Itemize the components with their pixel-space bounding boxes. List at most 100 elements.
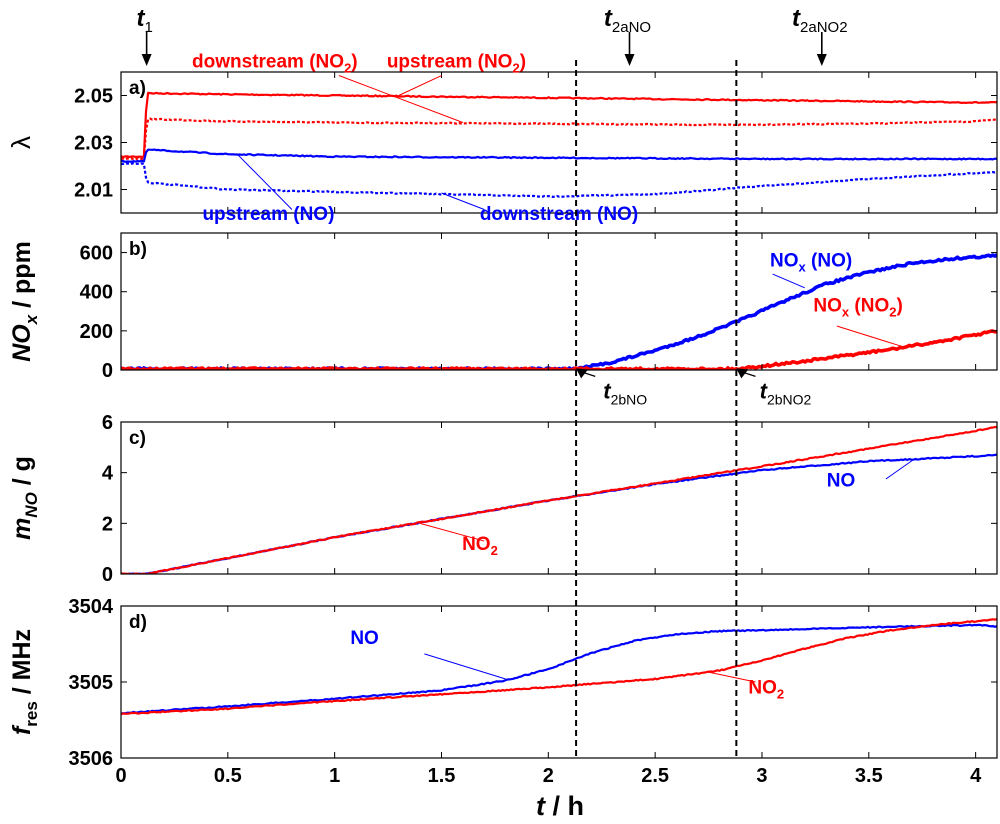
y-axis-label-text: NO <box>8 324 36 362</box>
annotation-tail: ) <box>520 51 526 72</box>
pointer-sub: 2bNO <box>611 391 648 407</box>
annotation-tail: (NO) <box>806 250 852 271</box>
y-tick-label: 0 <box>102 564 113 586</box>
t2aNO2-marker: t2aNO2 <box>792 5 848 66</box>
annotation-label: NO2 <box>462 534 498 558</box>
marker-label: t2aNO2 <box>792 5 848 36</box>
x-tick-label: 1.5 <box>428 765 456 787</box>
y-tick-label: 3506 <box>69 748 114 770</box>
marker-arrowhead <box>141 54 152 66</box>
annotation-leader-line <box>708 671 756 683</box>
marker-arrowhead <box>816 54 827 66</box>
t2aNO-marker: t2aNO <box>604 5 651 66</box>
annotation-sub: 2 <box>777 686 784 701</box>
y-tick-label: 6 <box>102 412 113 434</box>
marker-sub: 2aNO2 <box>800 19 848 36</box>
annotation-text: NO <box>748 677 777 698</box>
series-no2 <box>121 618 997 716</box>
x-axis-label-var: t <box>536 791 546 821</box>
pointer-label: t2bNO <box>603 378 647 407</box>
annotation-sub: x <box>842 304 850 319</box>
y-tick-label: 200 <box>80 321 113 343</box>
y-axis-label-text: f <box>8 724 36 735</box>
pointer-arrowhead <box>576 368 589 379</box>
annotation: downstream (NO2) <box>192 51 464 123</box>
y-axis-label-sub: x <box>22 313 41 325</box>
annotation-text: downstream (NO <box>192 51 344 72</box>
annotation-leader-line <box>238 155 293 210</box>
y-axis-label-unit: / ppm <box>8 241 36 315</box>
annotation-text: NO <box>462 534 491 555</box>
annotation-sub: 2 <box>344 60 351 75</box>
x-tick-label: 1 <box>329 765 340 787</box>
y-axis-label-sub: res <box>22 701 41 727</box>
series-group <box>121 618 997 716</box>
annotation-text: upstream (NO <box>387 51 513 72</box>
annotation-leader-line <box>338 75 464 123</box>
x-tick-label: 3 <box>756 765 767 787</box>
annotation-text: NO <box>350 628 379 649</box>
annotation: NO2 <box>708 671 784 701</box>
marker-base: t <box>604 5 613 32</box>
annotation-leader-line <box>441 192 485 210</box>
marker-base: t <box>792 5 801 32</box>
marker-sub: 1 <box>144 19 152 36</box>
panel-label: b) <box>129 239 147 260</box>
annotation-text: upstream (NO) <box>202 204 334 225</box>
annotation: NO <box>827 457 917 492</box>
annotation-label: downstream (NO) <box>480 204 638 225</box>
annotation: downstream (NO) <box>441 192 638 225</box>
series-upstream-no- <box>121 148 997 163</box>
annotation-leader-line <box>419 522 485 542</box>
annotation: NOx (NO) <box>770 250 852 289</box>
annotation: NO <box>350 628 506 680</box>
marker-arrowhead <box>624 54 635 66</box>
pointer-label: t2bNO2 <box>760 378 812 407</box>
marker-base: t <box>136 5 145 32</box>
series-group <box>121 91 997 198</box>
y-tick-label: 2.03 <box>74 133 113 155</box>
series-no2 <box>121 425 997 574</box>
annotation-sub2: 2 <box>889 304 896 319</box>
y-tick-label: 3505 <box>69 672 114 694</box>
time-markers: t1 t2aNO t2aNO2 <box>136 5 848 66</box>
y-tick-label: 2.05 <box>74 86 113 108</box>
annotation-text: downstream (NO) <box>480 204 638 225</box>
annotation-leader-line <box>885 457 917 480</box>
annotation-text: NO <box>770 250 799 271</box>
y-tick-label: 3504 <box>69 596 114 618</box>
panel-label: c) <box>129 428 146 449</box>
annotation-label: NO2 <box>748 677 784 701</box>
x-axis: 0 0.5 1 1.5 2 2.5 3 3.5 4 t / h <box>115 765 982 821</box>
pointer-base: t <box>603 378 612 403</box>
annotation-tail: ) <box>351 51 357 72</box>
series-upstream-no2- <box>121 91 997 159</box>
y-axis-label-unit: / MHz <box>8 629 36 701</box>
pointer-2bno2: t2bNO2 <box>736 368 812 407</box>
y-axis-label-text: m <box>8 518 36 540</box>
y-axis-label: fres / MHz <box>8 629 41 735</box>
x-tick-label: 0.5 <box>214 765 242 787</box>
annotation-text: NO <box>813 295 842 316</box>
y-axis-label: λ <box>6 136 36 149</box>
t1-marker: t1 <box>136 5 153 66</box>
pointer-sub: 2bNO2 <box>767 391 812 407</box>
y-tick-label: 2.01 <box>74 180 113 202</box>
x-tick-label: 2.5 <box>641 765 669 787</box>
annotation-leader-line <box>398 75 442 96</box>
y-axis-label-unit: / g <box>8 456 36 492</box>
axes-box <box>120 232 998 371</box>
panel-label: a) <box>129 78 146 99</box>
series-no <box>121 453 997 574</box>
y-tick-label: 0 <box>102 360 113 382</box>
annotation-sub: x <box>799 259 807 274</box>
y-tick-label: 600 <box>80 243 113 265</box>
annotation-text: NO <box>827 471 856 492</box>
series-group <box>121 425 997 574</box>
